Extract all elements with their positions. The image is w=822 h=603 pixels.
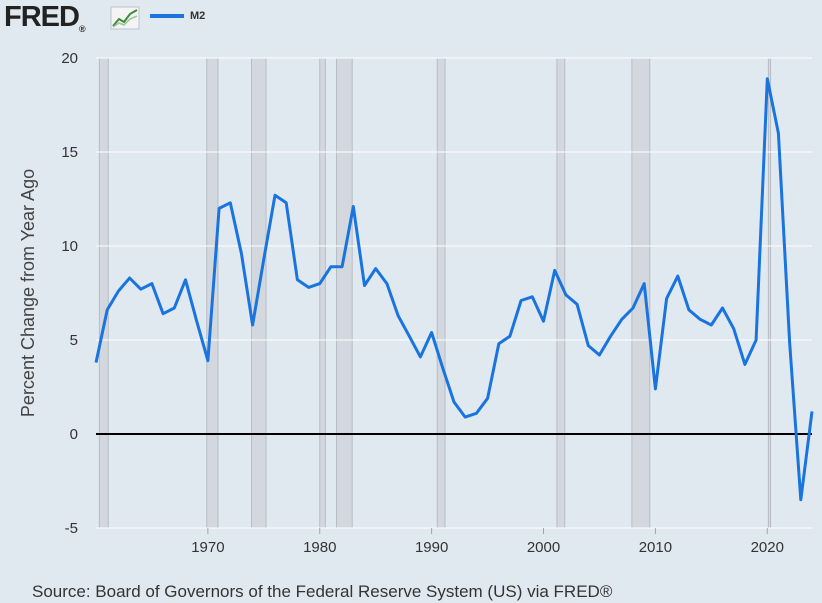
data-point <box>228 201 232 205</box>
x-tick-label: 2020 <box>751 539 784 556</box>
data-point <box>732 327 736 331</box>
data-point <box>631 306 635 310</box>
data-point <box>430 330 434 334</box>
y-tick-label: -5 <box>65 520 78 537</box>
data-point <box>329 265 333 269</box>
legend-swatch <box>150 14 184 18</box>
y-axis-ticks: -5 0 5 10 15 20 <box>61 50 78 537</box>
data-point <box>586 344 590 348</box>
data-point <box>239 252 243 256</box>
data-point <box>206 359 210 363</box>
x-tick-label: 1980 <box>303 539 336 556</box>
data-point <box>799 498 803 502</box>
data-point <box>385 282 389 286</box>
y-axis-title: Percent Change from Year Ago <box>18 169 38 417</box>
data-point <box>497 342 501 346</box>
fred-logo[interactable]: FRED® <box>4 1 86 34</box>
y-tick-label: 15 <box>61 144 78 161</box>
data-point <box>788 340 792 344</box>
data-point <box>754 338 758 342</box>
data-point <box>765 77 769 81</box>
y-tick-label: 20 <box>61 50 78 67</box>
source-note: Source: Board of Governors of the Federa… <box>32 582 613 601</box>
data-point <box>463 415 467 419</box>
x-tick-label: 2000 <box>527 539 560 556</box>
data-point <box>184 278 188 282</box>
recession-band <box>336 57 353 529</box>
registered-mark: ® <box>78 24 86 34</box>
data-point <box>418 355 422 359</box>
data-point <box>128 276 132 280</box>
line-chart: -5 0 5 10 15 20 1970 1980 1990 2000 2010 2020 Perc… <box>18 50 814 556</box>
data-point <box>810 409 814 413</box>
data-point <box>161 312 165 316</box>
x-axis-ticks: 1970 1980 1990 2000 2010 2020 <box>191 528 784 556</box>
data-point <box>116 289 120 293</box>
data-point <box>687 308 691 312</box>
data-point <box>195 319 199 323</box>
data-point <box>452 400 456 404</box>
plot-background <box>96 58 812 528</box>
recession-band <box>98 57 109 529</box>
data-point <box>474 411 478 415</box>
recession-band <box>319 57 326 529</box>
data-point <box>609 334 613 338</box>
data-point <box>721 306 725 310</box>
data-point <box>407 334 411 338</box>
data-point <box>743 362 747 366</box>
data-point <box>530 295 534 299</box>
x-tick-label: 2010 <box>639 539 672 556</box>
data-point <box>564 293 568 297</box>
data-point <box>105 308 109 312</box>
data-point <box>676 274 680 278</box>
data-point <box>150 282 154 286</box>
data-point <box>307 285 311 289</box>
data-point <box>441 366 445 370</box>
data-point <box>374 267 378 271</box>
data-point <box>519 299 523 303</box>
data-point <box>620 317 624 321</box>
data-point <box>653 387 657 391</box>
data-point <box>542 319 546 323</box>
data-point <box>698 317 702 321</box>
data-point <box>295 278 299 282</box>
data-point <box>94 361 98 365</box>
legend-label: M2 <box>190 10 206 22</box>
series-line-m2[interactable] <box>94 77 814 502</box>
data-point <box>553 268 557 272</box>
data-point <box>318 282 322 286</box>
data-point <box>139 287 143 291</box>
line-chart-icon <box>110 6 140 30</box>
data-point <box>172 306 176 310</box>
data-point <box>709 323 713 327</box>
recession-band <box>767 57 772 529</box>
data-point <box>351 205 355 209</box>
x-tick-label: 1990 <box>415 539 448 556</box>
legend: M2 <box>150 10 205 22</box>
data-point <box>340 265 344 269</box>
data-point <box>284 201 288 205</box>
data-point <box>217 206 221 210</box>
data-point <box>665 297 669 301</box>
data-point <box>776 131 780 135</box>
recession-band <box>436 57 446 529</box>
data-point <box>642 282 646 286</box>
y-tick-label: 10 <box>61 238 78 255</box>
data-point <box>251 323 255 327</box>
y-tick-label: 5 <box>70 332 78 349</box>
data-point <box>396 314 400 318</box>
data-point <box>273 193 277 197</box>
data-point <box>363 283 367 287</box>
data-point <box>486 396 490 400</box>
data-point <box>508 334 512 338</box>
y-tick-label: 0 <box>70 426 78 443</box>
fred-logo-text: FRED <box>4 1 80 33</box>
data-point <box>575 302 579 306</box>
data-point <box>262 257 266 261</box>
chart-header: FRED® M2 <box>0 0 822 40</box>
data-point <box>597 353 601 357</box>
x-tick-label: 1970 <box>191 539 224 556</box>
